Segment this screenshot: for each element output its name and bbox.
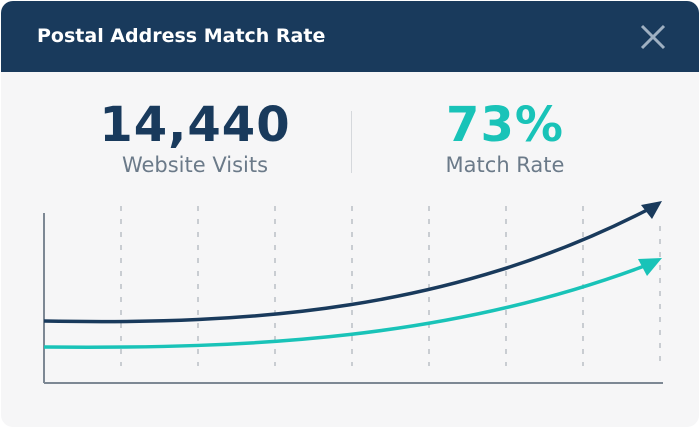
stat-label: Match Rate xyxy=(445,153,565,177)
divider xyxy=(351,111,352,173)
close-button[interactable] xyxy=(637,21,669,53)
card-title: Postal Address Match Rate xyxy=(37,25,326,47)
trend-curve xyxy=(43,207,650,324)
arrow-head xyxy=(638,258,662,276)
header: Postal Address Match Rate xyxy=(1,1,699,72)
stat-label: Website Visits xyxy=(121,153,269,177)
stat: 73% Match Rate xyxy=(355,97,655,177)
stat-value: 73% xyxy=(446,97,564,153)
stat: 14,440 Website Visits xyxy=(45,97,345,177)
stat-value: 14,440 xyxy=(99,97,291,153)
dashed-guides xyxy=(120,206,661,366)
arrow-head xyxy=(641,201,662,219)
trend-curve xyxy=(43,263,648,349)
